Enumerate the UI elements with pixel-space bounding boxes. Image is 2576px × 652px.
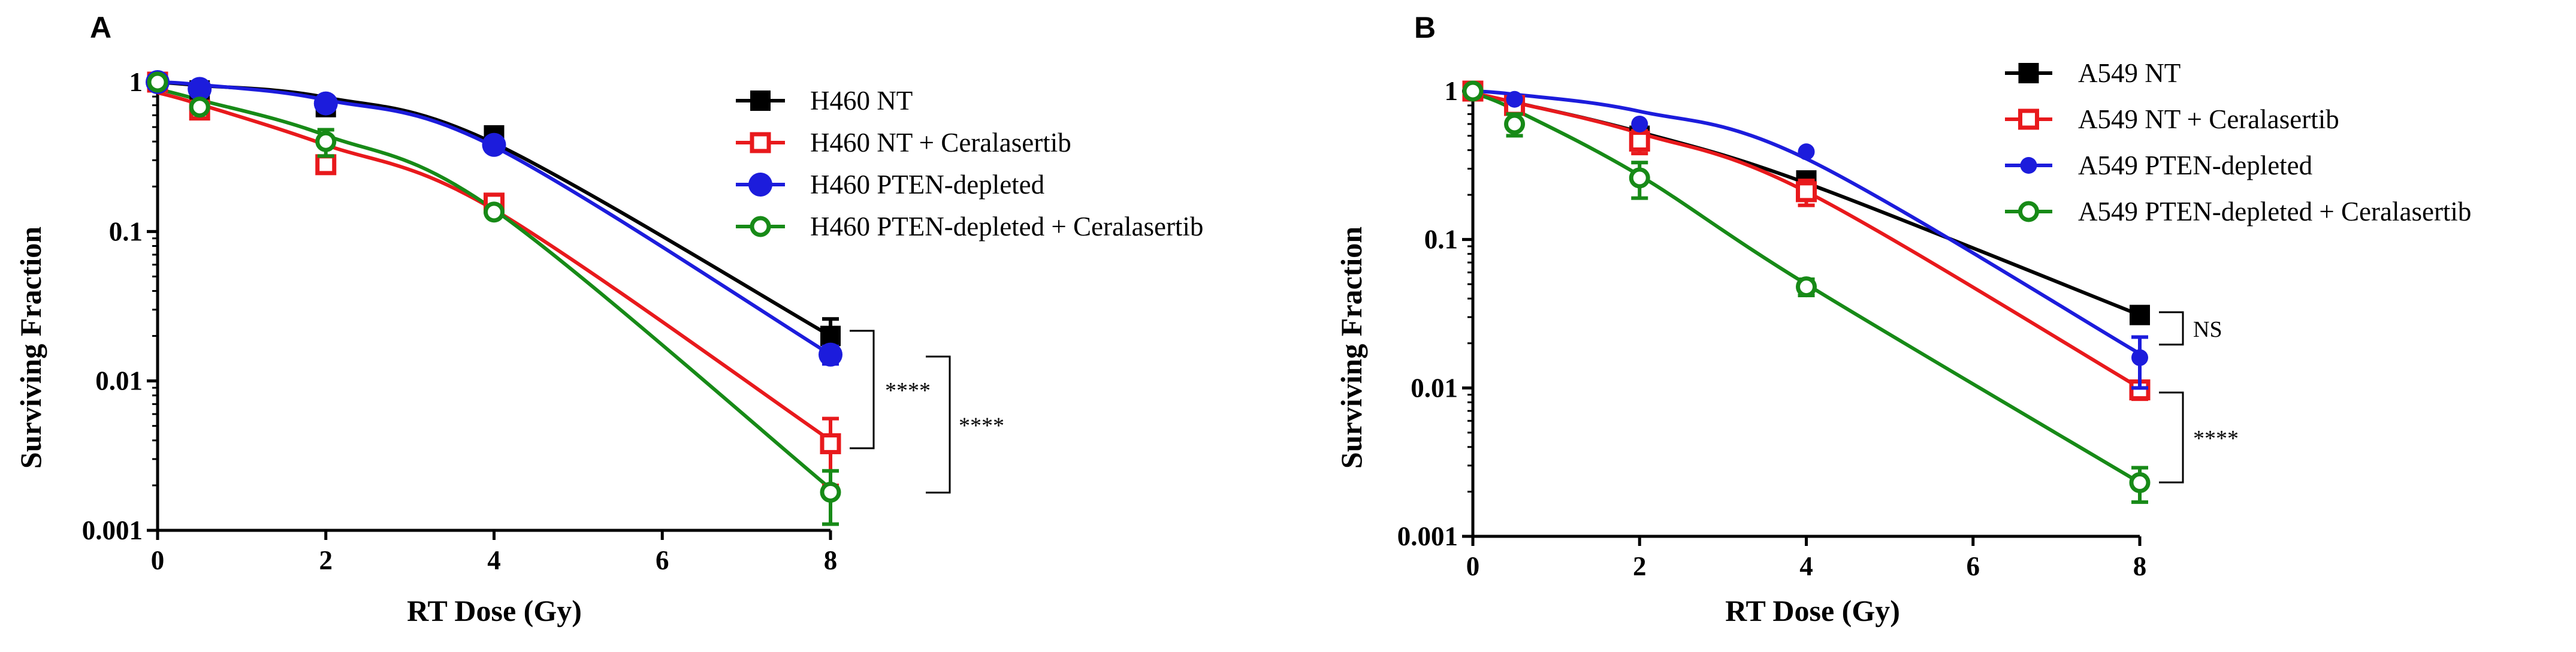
x-tick-label: 8 — [824, 545, 838, 575]
x-tick-label: 6 — [1967, 551, 1980, 581]
panel-a: A Surviving Fraction RT Dose (Gy) 0 2 4 6 8 1… — [14, 11, 1203, 627]
y-tick-label: 1 — [1445, 76, 1458, 106]
legend-label: A549 NT + Ceralasertib — [2078, 104, 2339, 134]
data-point — [315, 131, 337, 152]
x-tick-label: 0 — [151, 545, 165, 575]
data-point — [1629, 131, 1650, 152]
data-point — [2131, 349, 2148, 366]
y-tick-label: 0.01 — [95, 366, 143, 396]
significance-label: **** — [2193, 426, 2239, 451]
data-point — [1462, 80, 1484, 102]
significance-bracket: **** — [850, 330, 931, 449]
bracket-line — [2159, 391, 2184, 484]
significance-bracket: **** — [926, 355, 1004, 494]
legend-label: H460 NT + Ceralasertib — [810, 128, 1071, 158]
x-tick-label: 0 — [1466, 551, 1480, 581]
data-point — [750, 216, 771, 237]
x-tick-label: 2 — [1633, 551, 1647, 581]
data-point — [1629, 167, 1650, 189]
y-tick-label: 0.001 — [82, 515, 143, 545]
x-tick-label: 2 — [319, 545, 333, 575]
data-point — [2018, 63, 2039, 83]
data-point — [315, 154, 337, 176]
significance-label: NS — [2193, 317, 2222, 342]
data-point — [820, 481, 841, 503]
y-axis-title: Surviving Fraction — [14, 227, 47, 469]
significance-bracket: **** — [2159, 391, 2239, 484]
x-tick-label: 6 — [656, 545, 669, 575]
legend-item: H460 PTEN-depleted + Ceralasertib — [736, 212, 1203, 242]
data-point — [2130, 304, 2150, 325]
x-tick-label: 4 — [487, 545, 501, 575]
x-axis-title: RT Dose (Gy) — [407, 594, 582, 627]
data-point — [1796, 181, 1817, 203]
significance-label: **** — [885, 378, 931, 403]
legend-item: A549 NT — [2005, 58, 2181, 88]
data-point — [188, 77, 212, 101]
data-point — [750, 132, 771, 153]
data-point — [313, 91, 338, 116]
data-point — [2018, 201, 2039, 222]
data-point — [484, 201, 505, 223]
legend-label: H460 PTEN-depleted + Ceralasertib — [810, 212, 1203, 242]
y-tick-label: 1 — [129, 67, 143, 97]
bracket-line — [850, 330, 875, 449]
data-point — [189, 96, 210, 118]
data-point — [482, 132, 506, 157]
legend-item: A549 PTEN-depleted + Ceralasertib — [2005, 197, 2471, 227]
x-tick-label: 4 — [1799, 551, 1813, 581]
data-point — [820, 433, 841, 454]
y-tick-label: 0.1 — [109, 216, 143, 246]
data-point — [750, 90, 771, 111]
data-point — [1631, 115, 1648, 132]
data-point — [2129, 472, 2151, 493]
significance-label: **** — [959, 413, 1004, 439]
panel-letter: A — [90, 11, 111, 44]
x-tick-label: 8 — [2133, 551, 2147, 581]
data-point — [1796, 276, 1817, 298]
data-point — [1798, 143, 1815, 161]
legend-item: A549 NT + Ceralasertib — [2005, 104, 2339, 134]
data-point — [2018, 108, 2039, 130]
data-point — [147, 71, 168, 93]
legend-item: H460 NT + Ceralasertib — [736, 128, 1071, 158]
data-point — [2020, 157, 2037, 174]
data-point — [1506, 90, 1523, 108]
legend-item: A549 PTEN-depleted — [2005, 150, 2312, 180]
y-tick-label: 0.01 — [1411, 373, 1458, 403]
data-point — [819, 342, 842, 367]
legend-label: H460 NT — [810, 86, 913, 116]
legend-item: H460 PTEN-depleted — [736, 170, 1044, 200]
legend-label: A549 PTEN-depleted — [2078, 150, 2312, 180]
y-tick-label: 0.1 — [1424, 225, 1458, 255]
bracket-line — [926, 355, 951, 494]
y-tick-label: 0.001 — [1397, 521, 1458, 551]
data-point — [748, 173, 772, 197]
legend-item: H460 NT — [736, 86, 913, 116]
panel-b: B Surviving Fraction RT Dose (Gy) 0 2 4 6 8 1… — [1334, 11, 2471, 627]
x-axis-title: RT Dose (Gy) — [1725, 594, 1900, 627]
panel-letter: B — [1414, 11, 1436, 44]
data-point — [1504, 113, 1526, 135]
significance-bracket: NS — [2159, 311, 2222, 346]
legend-label: A549 PTEN-depleted + Ceralasertib — [2078, 197, 2471, 227]
bracket-line — [2159, 311, 2184, 346]
legend-label: H460 PTEN-depleted — [810, 170, 1044, 200]
legend-label: A549 NT — [2078, 58, 2181, 88]
y-axis-title: Surviving Fraction — [1334, 227, 1368, 469]
